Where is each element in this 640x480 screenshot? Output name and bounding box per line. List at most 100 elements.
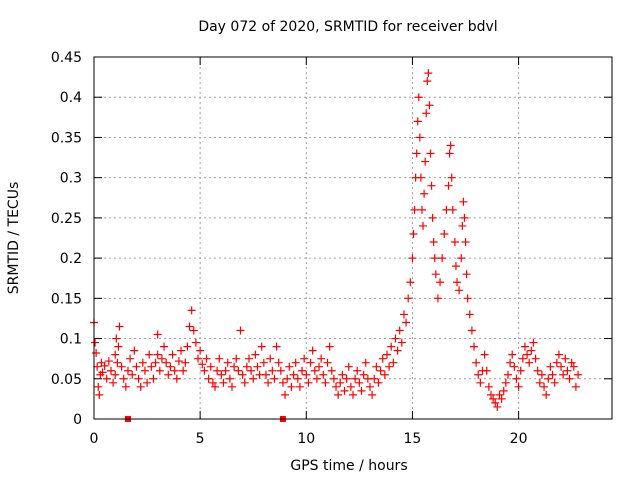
data-point [567,358,576,367]
data-point [213,366,222,375]
data-point [340,386,349,395]
data-point [219,378,228,387]
data-point [327,366,336,375]
data-point [310,366,319,375]
data-point [410,205,419,214]
data-point [523,350,532,359]
data-point [416,173,425,182]
data-point [457,254,466,263]
data-point [355,378,364,387]
data-point [140,366,149,375]
data-point [465,310,474,319]
x-tick-label: 10 [297,431,315,447]
data-point [189,326,198,335]
y-tick-label: 0.35 [51,130,82,146]
data-point [121,382,130,391]
data-point [196,346,205,355]
data-point [221,366,230,375]
data-point [357,386,366,395]
data-point [151,358,160,367]
data-point [393,346,402,355]
y-tick-label: 0 [73,412,82,428]
data-point [518,354,527,363]
data-point [242,362,251,371]
data-point [458,221,467,230]
data-point [569,362,578,371]
data-point [510,362,519,371]
x-tick-label: 5 [196,431,205,447]
data-point [200,366,209,375]
data-point [147,362,156,371]
data-point [419,221,428,230]
data-point [431,270,440,279]
data-point [191,338,200,347]
data-point [208,378,217,387]
data-point [342,374,351,383]
data-point [389,358,398,367]
data-point [338,370,347,379]
data-point [285,362,294,371]
data-point [157,354,166,363]
data-point [404,294,413,303]
data-point [102,374,111,383]
data-point [308,346,317,355]
x-tick-label: 0 [90,431,99,447]
data-point [535,378,544,387]
data-point [302,370,311,379]
data-point [94,382,103,391]
data-point [472,358,481,367]
data-point [421,157,430,166]
data-point [319,370,328,379]
data-point [251,350,260,359]
data-point [194,354,203,363]
data-point [114,342,123,351]
data-point [380,370,389,379]
data-point [395,326,404,335]
data-point [387,342,396,351]
data-point [412,149,421,158]
data-point [459,197,468,206]
data-point [92,349,101,358]
data-point [527,346,536,355]
data-point [529,338,538,347]
data-point [414,93,423,102]
data-point [448,205,457,214]
data-point [429,238,438,247]
data-point [486,390,495,399]
data-point [462,270,471,279]
data-point [447,173,456,182]
data-point [508,350,517,359]
data-point [557,362,566,371]
data-point [234,366,243,375]
data-point [368,390,377,399]
data-point [359,370,368,379]
data-point [211,382,220,391]
data-point [204,374,213,383]
data-point [378,354,387,363]
data-point [540,382,549,391]
data-point [232,354,241,363]
data-point [503,370,512,379]
data-point [138,358,147,367]
data-point [474,370,483,379]
data-point [95,390,104,399]
data-point [542,390,551,399]
y-tick-label: 0.45 [51,50,82,66]
data-point [438,254,447,263]
y-tick-label: 0.05 [51,372,82,388]
data-point [520,342,529,351]
data-point [91,338,100,347]
data-point [278,378,287,387]
data-point [249,374,258,383]
data-point [332,382,341,391]
data-point [323,358,332,367]
data-point [155,366,164,375]
data-point [112,334,121,343]
data-point [554,350,563,359]
data-point [440,229,449,238]
y-tick-label: 0.25 [51,211,82,227]
data-point [374,378,383,387]
data-point [370,374,379,383]
data-point [202,354,211,363]
